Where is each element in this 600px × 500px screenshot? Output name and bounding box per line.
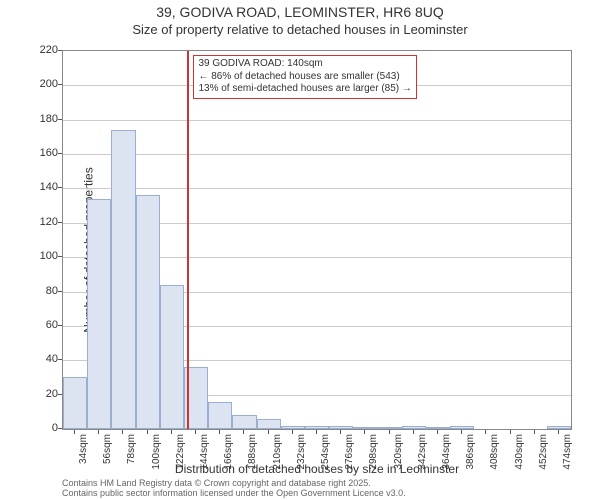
x-tick-label: 144sqm <box>199 434 210 470</box>
histogram-bar <box>257 419 281 429</box>
x-tick-mark <box>340 430 341 434</box>
y-tick-mark <box>58 187 62 188</box>
x-tick-label: 232sqm <box>296 434 307 470</box>
x-tick-label: 188sqm <box>247 434 258 470</box>
x-tick-label: 430sqm <box>514 434 525 470</box>
y-tick-label: 120 <box>22 216 58 228</box>
x-tick-label: 254sqm <box>320 434 331 470</box>
x-tick-mark <box>316 430 317 434</box>
y-tick-label: 100 <box>22 250 58 262</box>
x-tick-label: 34sqm <box>78 434 89 464</box>
y-tick-label: 80 <box>22 285 58 297</box>
histogram-bar <box>160 285 184 429</box>
x-tick-label: 408sqm <box>489 434 500 470</box>
x-tick-label: 342sqm <box>417 434 428 470</box>
x-tick-mark <box>98 430 99 434</box>
y-tick-label: 140 <box>22 181 58 193</box>
reference-line <box>187 51 189 429</box>
histogram-bar <box>305 426 329 429</box>
x-tick-mark <box>364 430 365 434</box>
y-tick-label: 60 <box>22 319 58 331</box>
histogram-bar <box>402 426 426 429</box>
annotation-line3: 13% of semi-detached houses are larger (… <box>198 83 411 96</box>
x-tick-mark <box>74 430 75 434</box>
y-tick-label: 0 <box>22 422 58 434</box>
gridline <box>63 120 571 121</box>
x-tick-label: 364sqm <box>441 434 452 470</box>
histogram-bar <box>111 130 135 429</box>
histogram-bar <box>353 427 377 429</box>
y-tick-mark <box>58 428 62 429</box>
y-tick-label: 200 <box>22 78 58 90</box>
histogram-bar <box>426 427 450 429</box>
annotation-line1: 39 GODIVA ROAD: 140sqm <box>198 58 411 71</box>
y-tick-mark <box>58 119 62 120</box>
x-tick-mark <box>534 430 535 434</box>
chart-container: 39, GODIVA ROAD, LEOMINSTER, HR6 8UQ Siz… <box>0 0 600 500</box>
histogram-bar <box>136 195 160 429</box>
y-tick-mark <box>58 359 62 360</box>
x-tick-label: 386sqm <box>465 434 476 470</box>
x-tick-label: 122sqm <box>175 434 186 470</box>
gridline <box>63 154 571 155</box>
footer-attribution: Contains HM Land Registry data © Crown c… <box>62 478 406 499</box>
x-tick-label: 78sqm <box>126 434 137 464</box>
x-tick-mark <box>558 430 559 434</box>
y-tick-mark <box>58 50 62 51</box>
y-tick-mark <box>58 153 62 154</box>
y-tick-label: 160 <box>22 147 58 159</box>
histogram-bar <box>547 426 571 429</box>
footer-line2: Contains public sector information licen… <box>62 488 406 498</box>
x-tick-mark <box>195 430 196 434</box>
histogram-bar <box>208 402 232 429</box>
x-tick-label: 100sqm <box>151 434 162 470</box>
x-tick-mark <box>413 430 414 434</box>
histogram-bar <box>281 426 305 429</box>
x-tick-mark <box>485 430 486 434</box>
x-tick-mark <box>219 430 220 434</box>
y-tick-mark <box>58 84 62 85</box>
histogram-bar <box>87 199 111 429</box>
y-tick-mark <box>58 325 62 326</box>
x-tick-mark <box>171 430 172 434</box>
x-tick-label: 452sqm <box>538 434 549 470</box>
histogram-bar <box>232 415 256 429</box>
y-tick-label: 40 <box>22 353 58 365</box>
x-tick-label: 166sqm <box>223 434 234 470</box>
histogram-bar <box>329 426 353 429</box>
histogram-bar <box>63 377 87 429</box>
x-tick-label: 298sqm <box>368 434 379 470</box>
y-tick-label: 20 <box>22 388 58 400</box>
x-tick-mark <box>122 430 123 434</box>
x-tick-label: 320sqm <box>393 434 404 470</box>
x-tick-mark <box>437 430 438 434</box>
annotation-box: 39 GODIVA ROAD: 140sqm ← 86% of detached… <box>193 55 416 99</box>
histogram-bar <box>450 426 474 429</box>
y-tick-mark <box>58 256 62 257</box>
gridline <box>63 188 571 189</box>
x-tick-mark <box>268 430 269 434</box>
x-tick-mark <box>510 430 511 434</box>
x-tick-mark <box>243 430 244 434</box>
annotation-line2: ← 86% of detached houses are smaller (54… <box>198 71 411 84</box>
x-tick-label: 56sqm <box>102 434 113 464</box>
chart-title: 39, GODIVA ROAD, LEOMINSTER, HR6 8UQ <box>0 4 600 20</box>
x-tick-mark <box>461 430 462 434</box>
chart-title-block: 39, GODIVA ROAD, LEOMINSTER, HR6 8UQ Siz… <box>0 4 600 37</box>
y-tick-label: 180 <box>22 113 58 125</box>
x-tick-mark <box>147 430 148 434</box>
footer-line1: Contains HM Land Registry data © Crown c… <box>62 478 406 488</box>
chart-subtitle: Size of property relative to detached ho… <box>0 22 600 37</box>
y-tick-mark <box>58 222 62 223</box>
histogram-bar <box>377 427 401 429</box>
y-tick-mark <box>58 394 62 395</box>
y-tick-label: 220 <box>22 44 58 56</box>
x-tick-label: 474sqm <box>562 434 573 470</box>
plot-area: 39 GODIVA ROAD: 140sqm ← 86% of detached… <box>62 50 572 430</box>
y-tick-mark <box>58 291 62 292</box>
x-tick-label: 276sqm <box>344 434 355 470</box>
x-tick-mark <box>292 430 293 434</box>
x-tick-label: 210sqm <box>272 434 283 470</box>
x-tick-mark <box>389 430 390 434</box>
